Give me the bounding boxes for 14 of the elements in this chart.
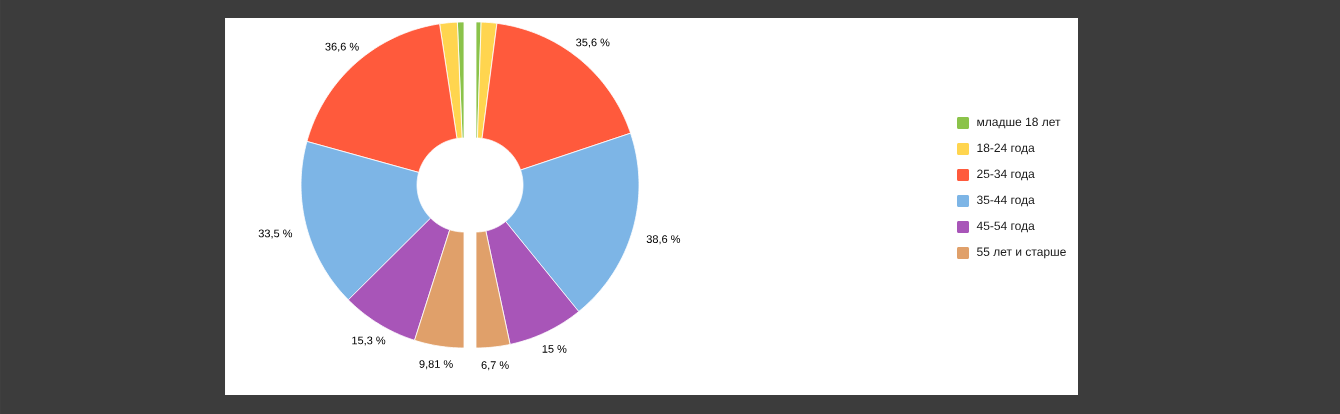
data-label: 36,6 % [325,42,359,52]
data-label: 6,7 % [481,361,509,371]
data-label: 9,81 % [419,360,453,370]
data-label: 35,6 % [576,38,610,48]
data-label: 38,6 % [646,235,681,245]
data-label: 33,5 % [258,229,293,239]
data-label: 15 % [542,345,567,353]
legend-label: 25-34 года [977,169,1035,181]
legend-label: 45-54 года [976,221,1035,233]
legend-label: 55 лет и старше [977,247,1066,259]
legend-label: младше 18 лет [977,117,1061,129]
legend-label: 18-24 года [977,143,1035,155]
legend-label: 35-44 года [976,195,1035,207]
data-label: 15,3 % [352,336,386,346]
